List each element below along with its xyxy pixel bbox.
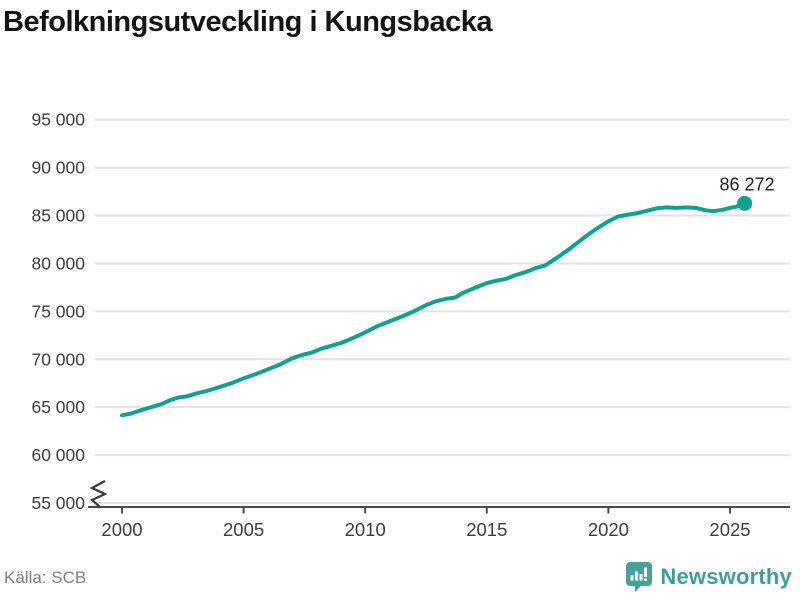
series-end-dot — [737, 195, 753, 211]
x-tick-label-2000: 2000 — [101, 519, 142, 540]
newsworthy-bar-chart-bubble-icon — [626, 562, 653, 592]
series-end-label: 86 272 — [720, 174, 775, 194]
y-tick-label-85000: 85 000 — [31, 206, 85, 226]
x-tick-label-2020: 2020 — [588, 519, 629, 540]
x-tick-label-2005: 2005 — [223, 519, 264, 540]
newsworthy-logo: Newsworthy — [625, 561, 792, 592]
y-tick-label-95000: 95 000 — [31, 110, 85, 130]
y-tick-label-60000: 60 000 — [31, 445, 85, 465]
y-tick-label-90000: 90 000 — [31, 158, 85, 178]
y-tick-label-65000: 65 000 — [31, 397, 85, 417]
axis-break-icon — [89, 480, 108, 508]
y-tick-label-55000: 55 000 — [31, 493, 85, 513]
population-line-chart: 55 000 60 000 65 000 70 000 75 000 80 000 85 0… — [31, 110, 790, 540]
newsworthy-wordmark: Newsworthy — [660, 563, 792, 589]
y-tick-label-75000: 75 000 — [31, 301, 85, 321]
chart-title: Befolkningsutveckling i Kungsbacka — [3, 6, 493, 38]
x-tick-label-2025: 2025 — [709, 519, 750, 540]
y-tick-label-70000: 70 000 — [31, 349, 85, 369]
population-series-line — [120, 201, 747, 418]
y-tick-label-80000: 80 000 — [31, 253, 85, 273]
x-tick-label-2010: 2010 — [345, 519, 386, 540]
source-note: Källa: SCB — [4, 568, 87, 587]
x-tick-label-2015: 2015 — [466, 519, 507, 540]
